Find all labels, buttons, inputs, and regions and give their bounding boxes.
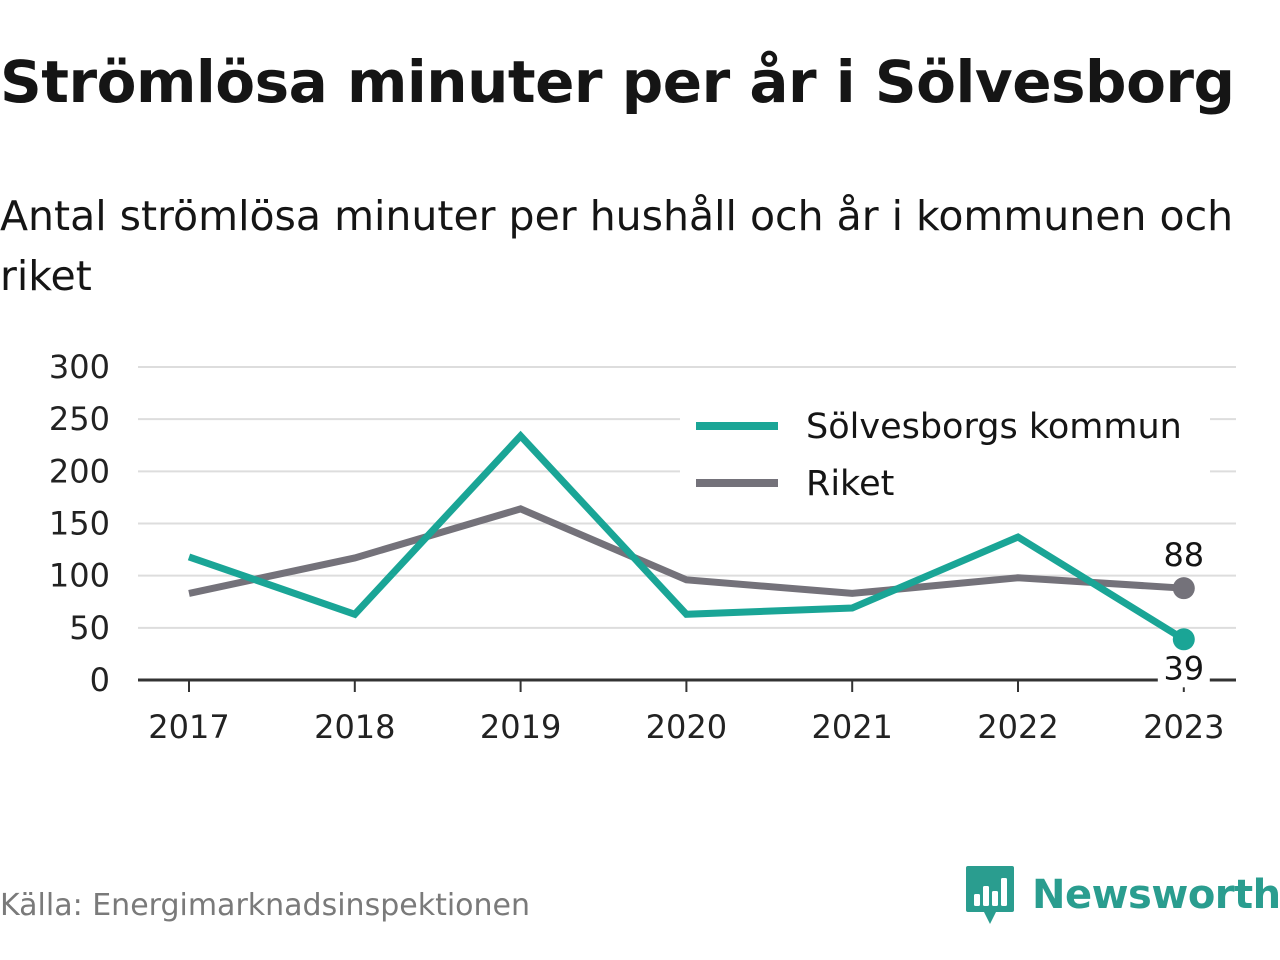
x-tick-label: 2020 (646, 708, 727, 746)
y-tick-label: 150 (49, 505, 110, 543)
page-title: Strömlösa minuter per år i Sölvesborg (0, 48, 1235, 116)
newsworthy-logo-icon (966, 866, 1014, 924)
y-tick-label: 50 (69, 609, 110, 647)
legend-label-kommun: Sölvesborgs kommun (806, 407, 1182, 447)
end-label-riket: 88 (1163, 536, 1204, 574)
x-axis (138, 678, 1236, 692)
series-end-point-kommun (1172, 628, 1195, 651)
y-tick-label: 300 (49, 348, 110, 386)
series-end-point-riket (1172, 577, 1195, 600)
x-tick-label: 2023 (1143, 708, 1224, 746)
y-tick-label: 0 (90, 661, 110, 699)
x-tick-label: 2017 (148, 708, 229, 746)
source-note: Källa: Energimarknadsinspektionen (0, 888, 531, 923)
y-tick-label: 100 (49, 557, 110, 595)
legend: Sölvesborgs kommun Riket (680, 396, 1210, 516)
series-lines (187, 430, 1195, 651)
legend-background (680, 396, 1210, 516)
brand-logo: Newsworthy (964, 860, 1280, 930)
y-tick-label: 200 (49, 452, 110, 490)
series-line-riket (188, 505, 1185, 597)
x-tick-label: 2022 (977, 708, 1058, 746)
y-axis-tick-labels: 0 50 100 150 200 250 300 (49, 348, 110, 699)
y-tick-label: 250 (49, 400, 110, 438)
x-tick-label: 2019 (480, 708, 561, 746)
end-label-kommun: 39 (1163, 649, 1204, 687)
brand-name: Newsworthy (1032, 872, 1280, 918)
x-tick-label: 2021 (811, 708, 892, 746)
end-label-background (1157, 651, 1210, 688)
x-axis-tick-labels: 2017 2018 2019 2020 2021 2022 2023 (148, 708, 1224, 746)
x-tick-label: 2018 (314, 708, 395, 746)
page-subtitle: Antal strömlösa minuter per hushåll och … (0, 192, 1234, 300)
series-line-kommun (187, 430, 1186, 643)
legend-label-riket: Riket (806, 464, 894, 504)
end-labels: 88 39 (1157, 536, 1210, 688)
